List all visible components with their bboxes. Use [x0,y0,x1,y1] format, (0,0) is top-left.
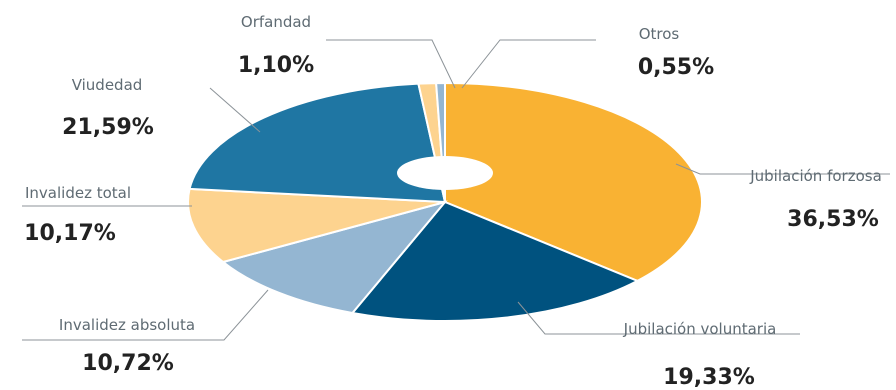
label-jubilacion-forzosa: Jubilación forzosa [749,167,882,185]
donut-hole [397,156,493,190]
value-jubilacion-forzosa: 36,53% [787,207,879,232]
label-invalidez-absoluta: Invalidez absoluta [59,316,195,334]
leader-line-orfandad [326,39,456,89]
value-viudedad: 21,59% [62,115,154,140]
pie-slice-jubilacion-voluntaria [350,200,640,322]
value-otros: 0,55% [638,55,714,80]
pie-slice-invalidez-total [187,187,446,264]
value-invalidez-total: 10,17% [24,221,116,246]
value-orfandad: 1,10% [238,53,314,78]
label-invalidez-total: Invalidez total [25,184,131,202]
value-invalidez-absoluta: 10,72% [82,351,174,376]
pie-slice-viudedad [188,82,447,204]
leader-line-jubilacion-forzosa [675,163,890,175]
leader-line-otros [461,39,596,89]
leader-line-viudedad [209,87,261,133]
leader-line-invalidez-absoluta [22,289,269,341]
label-viudedad: Viudedad [72,76,143,94]
label-orfandad: Orfandad [241,13,311,31]
value-jubilacion-voluntaria: 19,33% [663,365,755,390]
pie-slices [187,81,703,322]
pie-slice-jubilacion-forzosa [444,81,703,282]
pie-slice-invalidez-absoluta [220,200,448,315]
leader-line-jubilacion-voluntaria [517,301,800,335]
label-jubilacion-voluntaria: Jubilación voluntaria [623,320,777,338]
label-otros: Otros [639,25,680,43]
